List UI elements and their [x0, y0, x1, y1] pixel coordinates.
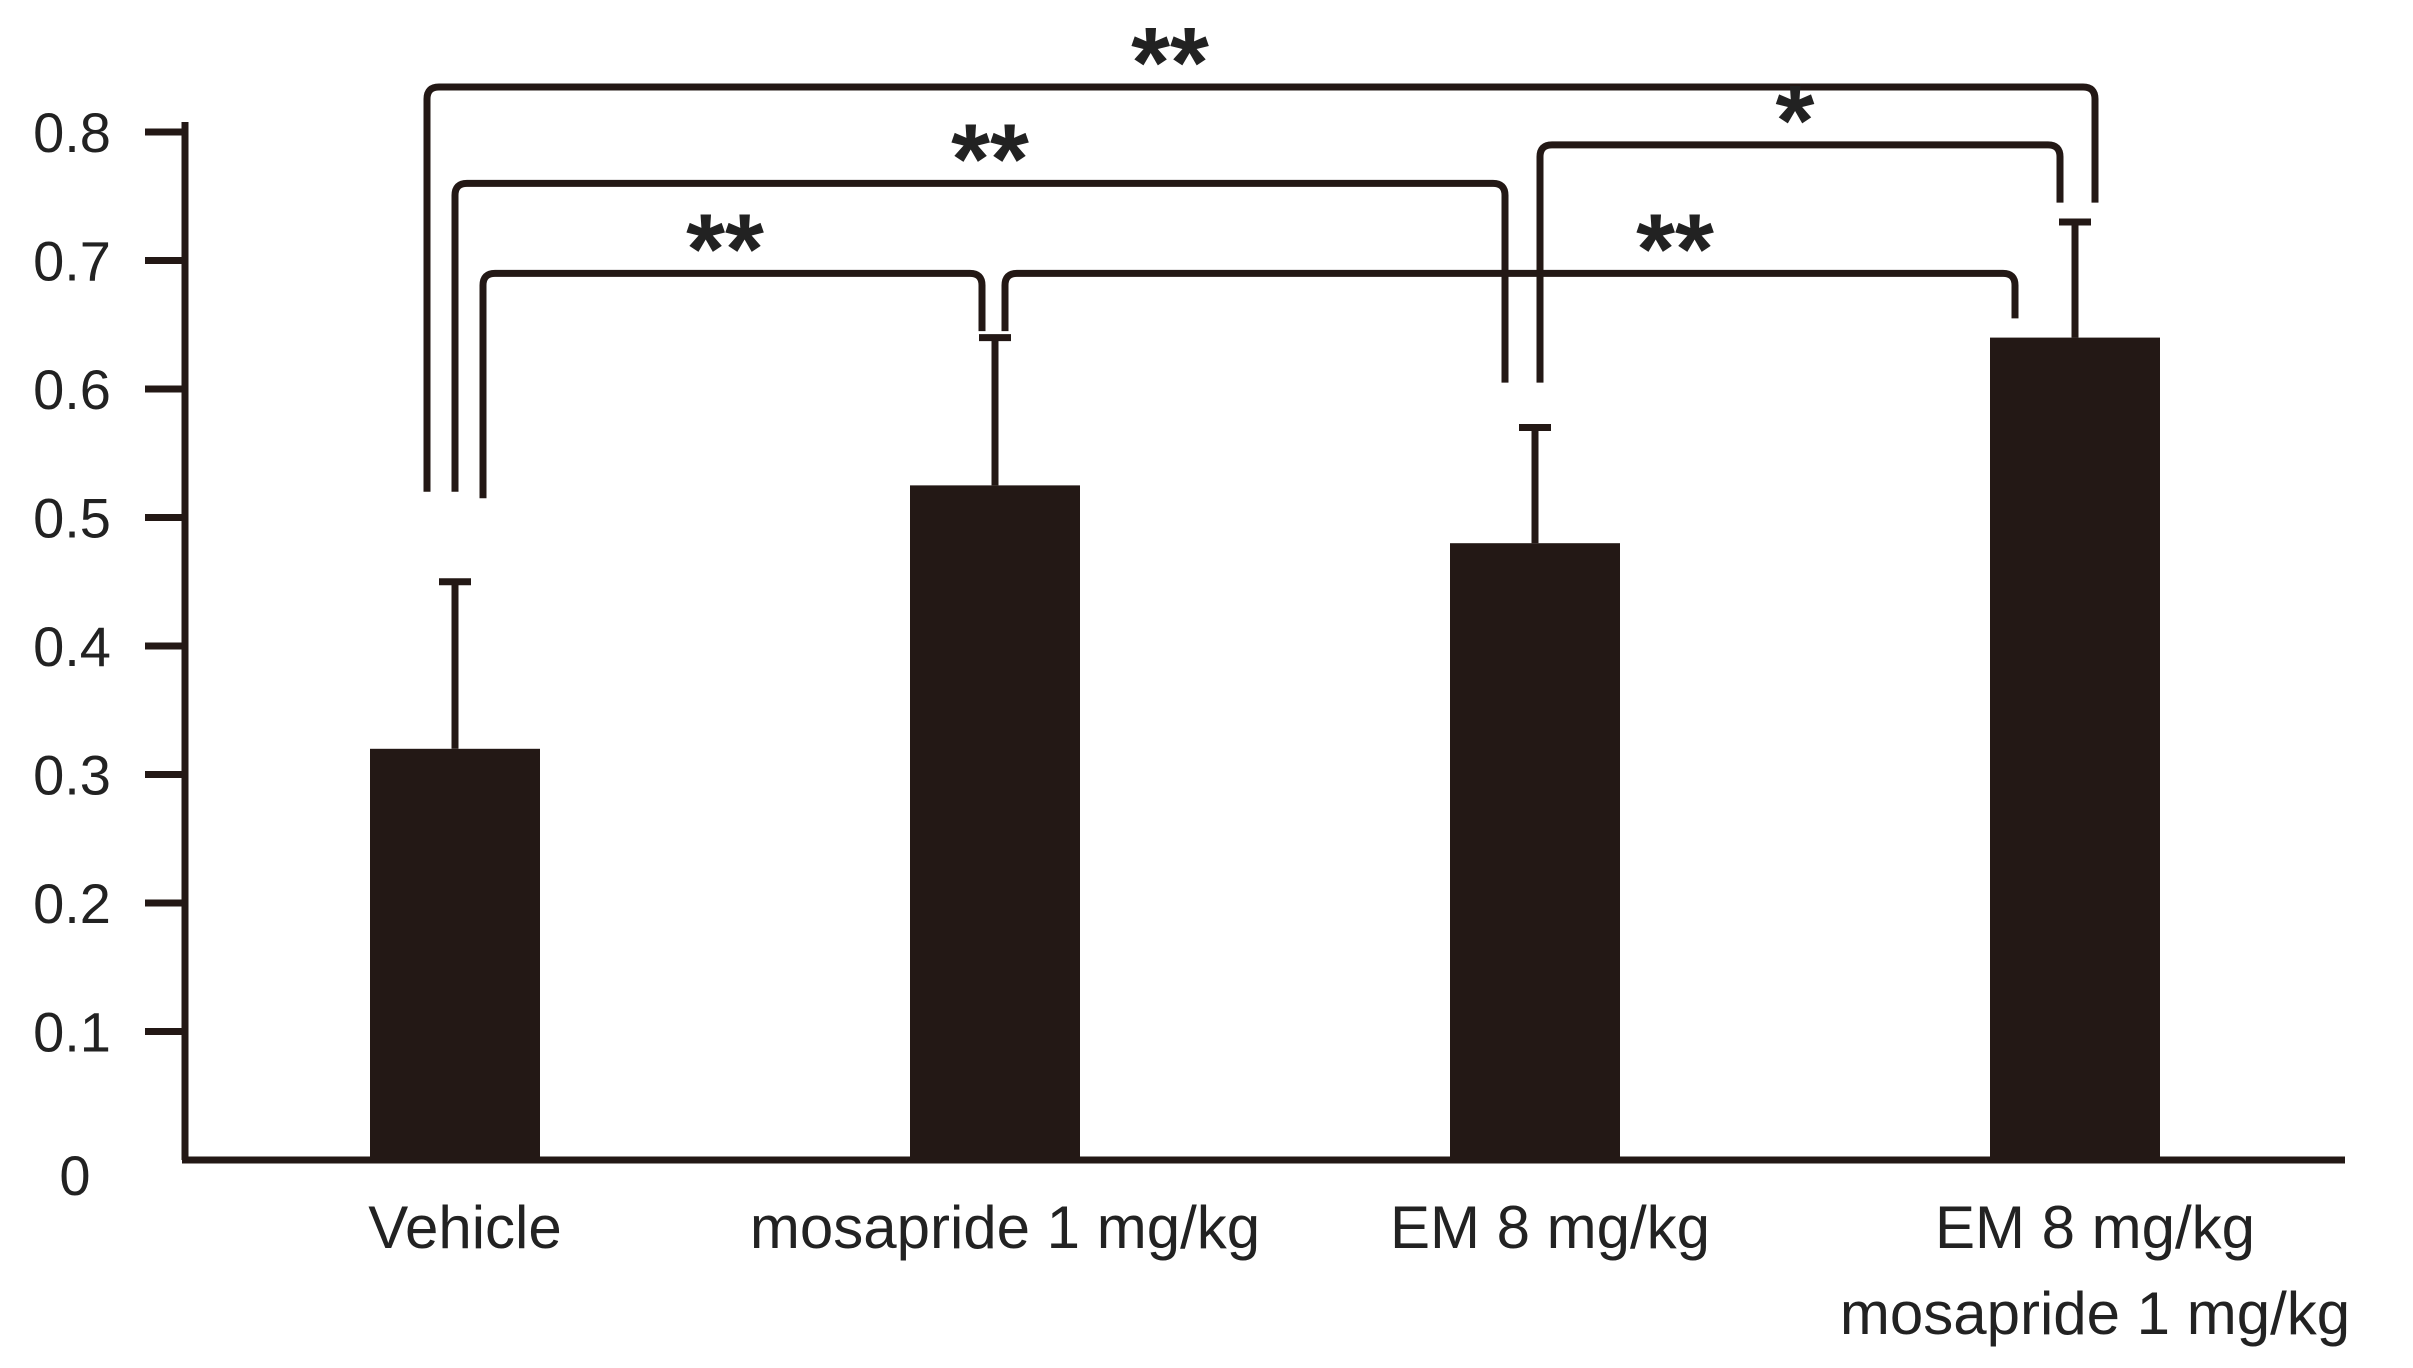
significance-label: **	[1131, 7, 1209, 119]
significance-brackets: **** *** **	[423, 7, 2099, 499]
significance-bracket	[479, 269, 986, 499]
bar	[370, 748, 540, 1160]
category-label: mosapride 1 mg/kg	[750, 1194, 1260, 1261]
y-tick-label: 0.3	[33, 744, 111, 807]
significance-bracket	[451, 179, 1509, 492]
category-labels: Vehicle mosapride 1 mg/kg EM 8 mg/kg EM 8 m…	[368, 1194, 2350, 1347]
y-tick-label: 0.2	[33, 872, 111, 935]
significance-bracket	[423, 83, 2099, 492]
y-tick-label: 0.7	[33, 230, 111, 293]
category-label: Vehicle	[368, 1194, 561, 1261]
significance-label: *	[1776, 65, 1815, 177]
y-tick-label: 0.5	[33, 487, 111, 550]
category-label: EM 8 mg/kg	[1935, 1194, 2255, 1261]
significance-label: **	[1636, 193, 1714, 305]
bar	[910, 485, 1080, 1160]
y-tick-label: 0.6	[33, 358, 111, 421]
significance-label: **	[686, 193, 764, 305]
axes: 0 0.1 0.2 0.3 0.4 0.5 0.6 0.7 0.8	[33, 101, 2345, 1207]
y-tick-label: 0.1	[33, 1001, 111, 1064]
y-tick-label: 0.4	[33, 615, 111, 678]
significance-bracket	[1001, 269, 2019, 332]
significance-bracket	[1536, 141, 2064, 383]
y-tick-label: 0	[59, 1144, 90, 1207]
error-bars	[439, 218, 2091, 749]
bar	[1990, 337, 2160, 1161]
category-label: mosapride 1 mg/kg	[1840, 1280, 2350, 1347]
bars	[370, 337, 2160, 1161]
bar	[1450, 543, 1620, 1160]
category-label: EM 8 mg/kg	[1390, 1194, 1710, 1261]
y-tick-label: 0.8	[33, 101, 111, 164]
significance-label: **	[951, 103, 1029, 215]
